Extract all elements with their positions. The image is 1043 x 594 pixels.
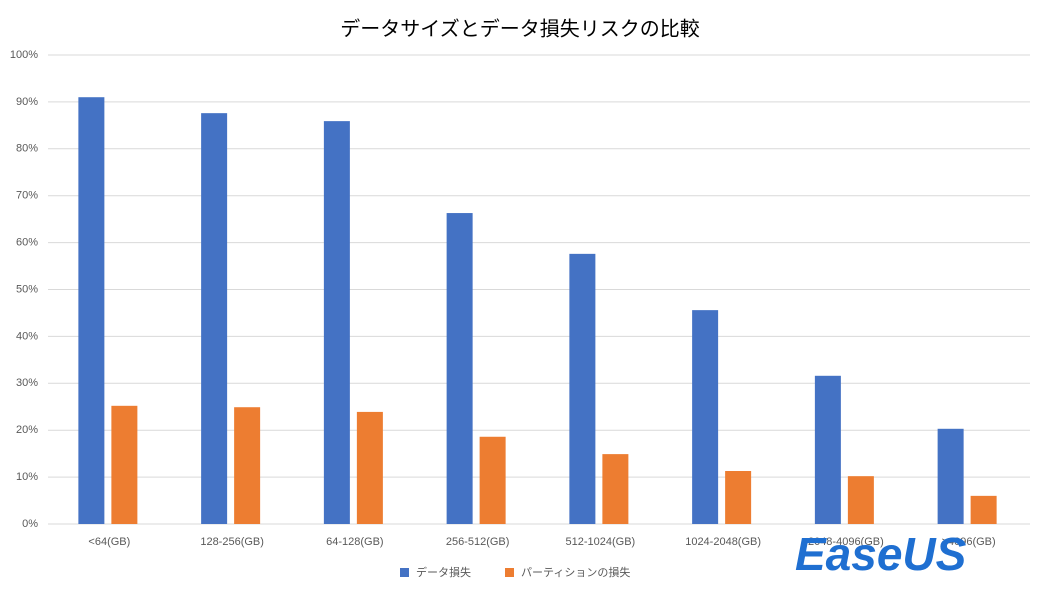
y-tick-label: 80% <box>16 143 38 155</box>
chart-title: データサイズとデータ損失リスクの比較 <box>340 17 699 40</box>
legend-label: パーティションの損失 <box>521 565 630 579</box>
bar <box>356 411 383 524</box>
x-tick-label: <64(GB) <box>88 536 130 548</box>
bar <box>111 405 138 524</box>
bar <box>323 121 350 524</box>
y-tick-label: 70% <box>16 190 38 202</box>
bar <box>937 428 964 524</box>
y-tick-label: 90% <box>16 96 38 108</box>
x-tick-label: 128-256(GB) <box>200 536 264 548</box>
x-tick-label: 512-1024(GB) <box>566 536 636 548</box>
x-tick-label: 2048-4096(GB) <box>808 536 884 548</box>
bar <box>602 454 629 524</box>
legend-swatch <box>400 568 409 577</box>
y-tick-label: 30% <box>16 377 38 389</box>
x-tick-label: 1024-2048(GB) <box>685 536 761 548</box>
bar <box>446 213 473 525</box>
bar <box>847 476 874 524</box>
y-tick-label: 20% <box>16 424 38 436</box>
x-tick-label: 64-128(GB) <box>326 536 383 548</box>
y-tick-label: 50% <box>16 283 38 295</box>
y-tick-label: 60% <box>16 237 38 249</box>
bar <box>725 471 752 524</box>
x-tick-label: 256-512(GB) <box>446 536 510 548</box>
y-tick-label: 40% <box>16 330 38 342</box>
y-tick-label: 0% <box>22 518 38 530</box>
bar <box>814 375 841 524</box>
y-tick-label: 100% <box>10 49 38 61</box>
bar <box>479 436 506 524</box>
y-tick-label: 10% <box>16 471 38 483</box>
bar <box>569 253 596 524</box>
legend-swatch <box>505 568 514 577</box>
bar <box>970 495 997 524</box>
watermark: EaseUS <box>795 528 967 580</box>
x-tick-label: >4096(GB) <box>942 536 996 548</box>
legend-label: データ損失 <box>416 565 471 579</box>
bar <box>692 310 719 524</box>
bar <box>234 407 261 524</box>
bar <box>78 97 105 525</box>
bar <box>201 113 228 524</box>
